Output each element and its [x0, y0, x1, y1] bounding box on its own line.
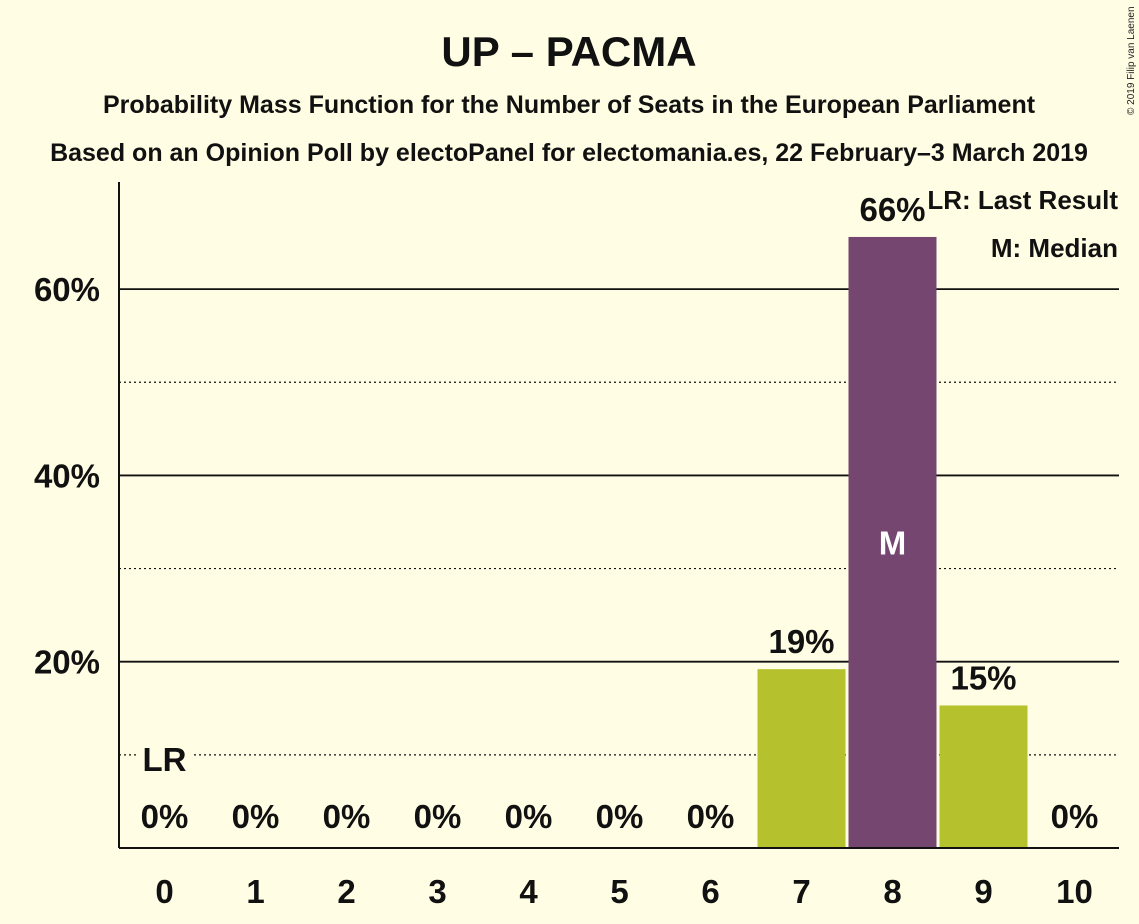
bar [757, 669, 846, 848]
x-tick-label: 10 [1056, 873, 1093, 910]
bar-value-label: 0% [596, 798, 644, 835]
x-tick-label: 9 [974, 873, 992, 910]
zero-label-background [573, 790, 666, 834]
zero-label-background [1028, 790, 1121, 834]
bars [757, 236, 1028, 848]
axes: 0 1 2 3 4 5 6 7 8 9 10 [118, 182, 1119, 910]
last-result-marker: LR [143, 741, 187, 778]
y-tick-label: 40% [34, 457, 100, 494]
zero-label-background [300, 790, 393, 834]
bar-value-label: 0% [1051, 798, 1099, 835]
zero-label-background [118, 790, 211, 834]
y-tick-label: 20% [34, 644, 100, 681]
bar-value-label: 15% [950, 659, 1016, 696]
zero-label-background [664, 790, 757, 834]
chart-title: UP – PACMA [441, 28, 696, 75]
y-tick-label: 60% [34, 271, 100, 308]
gridlines: 20% 40% 60% [34, 271, 1119, 756]
legend-last-result: LR: Last Result [927, 185, 1118, 215]
bar-value-label: 0% [323, 798, 371, 835]
zero-label-background [482, 790, 575, 834]
bar-value-label: 19% [768, 623, 834, 660]
bar-value-label: 0% [505, 798, 553, 835]
bar-value-label: 0% [414, 798, 462, 835]
x-tick-label: 8 [883, 873, 901, 910]
x-tick-label: 6 [701, 873, 719, 910]
x-tick-label: 7 [792, 873, 810, 910]
bar-value-label: 0% [141, 798, 189, 835]
zero-label-background [391, 790, 484, 834]
legend-median: M: Median [991, 233, 1118, 263]
last-result-background [136, 738, 193, 778]
x-tick-label: 1 [246, 873, 264, 910]
chart-source: Based on an Opinion Poll by electoPanel … [50, 139, 1088, 167]
zero-label-background [209, 790, 302, 834]
median-bar [848, 236, 937, 848]
x-tick-label: 3 [428, 873, 446, 910]
bar-value-label: 0% [687, 798, 735, 835]
median-marker: M [879, 524, 907, 561]
x-tick-label: 4 [519, 873, 538, 910]
bar-value-label: 66% [859, 191, 925, 228]
chart-subtitle: Probability Mass Function for the Number… [103, 91, 1036, 119]
bar [939, 705, 1028, 848]
bar-value-label: 0% [232, 798, 280, 835]
x-tick-label: 5 [610, 873, 628, 910]
bar-labels: 0% LR 0% 0% 0% 0% 0% 0% 19% 66% M 15% 0% [118, 191, 1121, 835]
x-tick-label: 2 [337, 873, 355, 910]
x-tick-label: 0 [155, 873, 173, 910]
copyright-note: © 2019 Filip van Laenen [1126, 6, 1137, 115]
